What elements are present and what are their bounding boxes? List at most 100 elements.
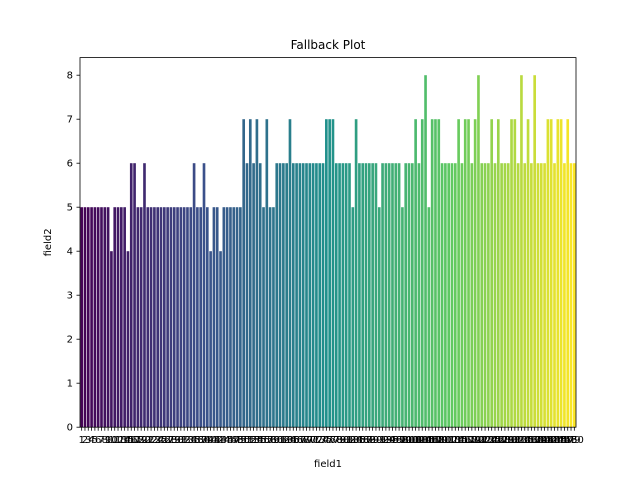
- bar-98: [401, 207, 404, 428]
- x-tick-label: 106: [419, 435, 438, 446]
- bar-63: [285, 163, 288, 428]
- x-tick-label: 148: [558, 435, 577, 446]
- bar-92: [381, 163, 384, 428]
- bar-89: [371, 163, 374, 428]
- x-tick-label: 125: [482, 435, 501, 446]
- x-tick-label: 33: [181, 435, 194, 446]
- x-tick-label: 57: [260, 435, 273, 446]
- x-tick-label: 69: [300, 435, 313, 446]
- x-tick-label: 42: [211, 435, 224, 446]
- x-tick-label: 98: [396, 435, 409, 446]
- x-tick-label: 47: [227, 435, 240, 446]
- x-tick-label: 136: [519, 435, 538, 446]
- bar-45: [225, 207, 229, 428]
- bar-69: [305, 163, 308, 428]
- bar-48: [235, 207, 239, 428]
- bar-25: [159, 207, 163, 428]
- bar-107: [430, 119, 434, 428]
- bar-117: [463, 119, 467, 428]
- y-axis-label: field2: [43, 228, 54, 256]
- x-tick-label: 40: [204, 435, 217, 446]
- x-axis-label: field1: [314, 459, 342, 470]
- bar-26: [163, 207, 166, 428]
- bar-40: [209, 251, 212, 428]
- bar-44: [222, 207, 226, 428]
- bar-103: [417, 163, 421, 428]
- x-tick-label: 119: [462, 435, 481, 446]
- x-tick-label: 128: [492, 435, 511, 446]
- x-tick-label: 137: [522, 435, 541, 446]
- x-tick-label: 92: [376, 435, 389, 446]
- x-tick-label: 135: [515, 435, 534, 446]
- bar-127: [496, 119, 500, 428]
- x-tick-label: 38: [198, 435, 211, 446]
- x-tick-label: 139: [528, 435, 547, 446]
- bar-106: [427, 207, 431, 428]
- x-tick-label: 35: [188, 435, 201, 446]
- x-tick-label: 109: [429, 435, 448, 446]
- x-axis: 1234567891011121314151617181920212223242…: [78, 427, 584, 446]
- x-tick-label: 60: [270, 435, 283, 446]
- bar-61: [278, 163, 282, 428]
- x-tick-label: 120: [466, 435, 485, 446]
- bar-58: [268, 207, 272, 428]
- bar-114: [453, 163, 457, 428]
- bar-13: [120, 207, 123, 428]
- x-tick-label: 22: [145, 435, 158, 446]
- bar-1: [80, 207, 83, 428]
- x-tick-label: 11: [108, 435, 121, 446]
- x-tick-label: 43: [214, 435, 227, 446]
- bar-112: [447, 163, 451, 428]
- x-tick-label: 25: [155, 435, 168, 446]
- bar-42: [215, 207, 219, 428]
- bar-70: [308, 163, 312, 428]
- x-tick-label: 29: [168, 435, 181, 446]
- bar-49: [239, 207, 242, 428]
- x-tick-label: 34: [184, 435, 197, 446]
- x-tick-label: 36: [191, 435, 204, 446]
- y-tick-label: 0: [67, 423, 73, 434]
- bar-62: [282, 163, 285, 428]
- bar-24: [156, 207, 160, 428]
- bar-93: [384, 163, 388, 428]
- x-tick-label: 64: [284, 435, 297, 446]
- x-tick-label: 56: [257, 435, 270, 446]
- bar-60: [275, 163, 279, 428]
- bar-132: [513, 119, 517, 428]
- x-tick-label: 66: [290, 435, 303, 446]
- bar-148: [566, 119, 570, 428]
- x-tick-label: 45: [221, 435, 234, 446]
- x-tick-label: 104: [413, 435, 432, 446]
- bar-138: [533, 75, 536, 428]
- bar-119: [470, 163, 474, 428]
- x-tick-label: 138: [525, 435, 544, 446]
- bar-53: [252, 163, 255, 428]
- x-tick-label: 5: [92, 435, 98, 446]
- bar-32: [182, 207, 186, 428]
- x-tick-label: 107: [423, 435, 442, 446]
- x-tick-label: 112: [439, 435, 458, 446]
- x-tick-label: 115: [449, 435, 468, 446]
- bar-140: [539, 163, 543, 428]
- x-tick-label: 3: [85, 435, 91, 446]
- x-tick-label: 132: [505, 435, 524, 446]
- bar-149: [569, 163, 573, 428]
- x-tick-label: 51: [241, 435, 254, 446]
- bar-14: [123, 207, 126, 428]
- x-tick-label: 105: [416, 435, 435, 446]
- x-tick-label: 129: [495, 435, 514, 446]
- bar-12: [116, 207, 120, 428]
- x-tick-label: 133: [509, 435, 528, 446]
- bar-8: [103, 207, 107, 428]
- x-tick-label: 86: [356, 435, 369, 446]
- x-tick-label: 91: [373, 435, 386, 446]
- bar-118: [467, 119, 470, 428]
- bar-134: [520, 75, 523, 428]
- bar-135: [523, 163, 527, 428]
- bar-136: [526, 119, 530, 428]
- bar-31: [179, 207, 183, 428]
- bar-37: [199, 207, 203, 428]
- x-tick-label: 62: [277, 435, 290, 446]
- x-tick-label: 8: [102, 435, 108, 446]
